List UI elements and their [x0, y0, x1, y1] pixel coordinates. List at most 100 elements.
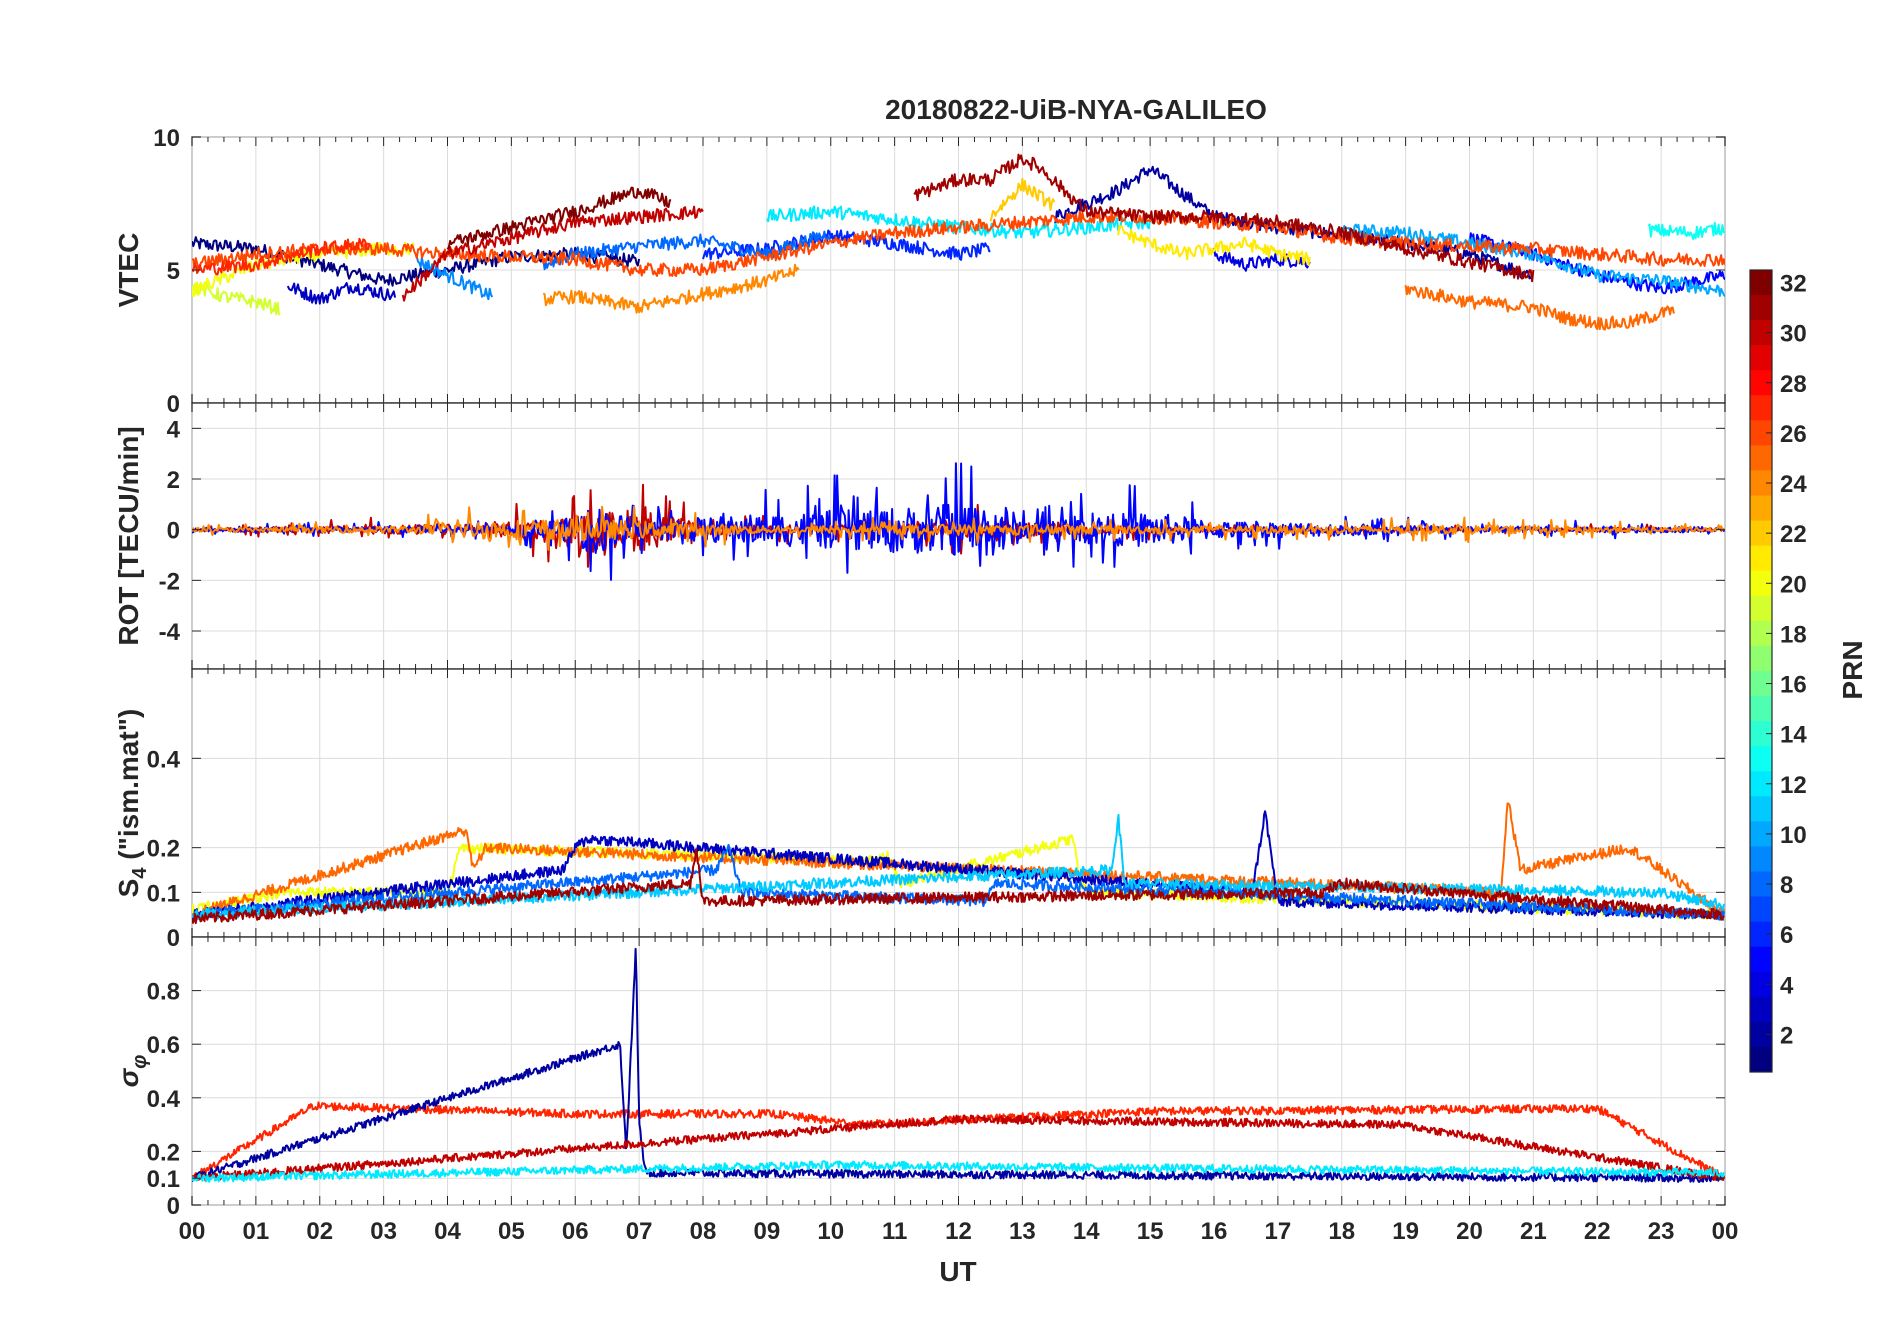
colorbar-swatch: [1750, 721, 1772, 747]
series-prn-31: [192, 848, 1725, 925]
traces: [192, 802, 1725, 925]
x-tick-label: 08: [690, 1218, 717, 1245]
colorbar-tick-label: 2: [1780, 1022, 1793, 1049]
colorbar-tick-label: 30: [1780, 321, 1807, 348]
colorbar-swatch: [1750, 696, 1772, 722]
y-tick-label: 10: [153, 125, 180, 152]
y-axis-label-rest: ("ism.mat"): [113, 709, 144, 868]
colorbar-swatch: [1750, 595, 1772, 622]
y-tick-label: 0: [167, 391, 180, 418]
series-prn-6: [702, 229, 991, 261]
colorbar-swatch: [1750, 971, 1772, 998]
x-tick-label: 02: [306, 1218, 333, 1245]
x-tick-label: 15: [1137, 1218, 1164, 1245]
colorbar-swatch: [1750, 896, 1772, 923]
colorbar-swatch: [1750, 520, 1772, 547]
colorbar-swatch: [1750, 645, 1772, 672]
colorbar-swatch: [1750, 270, 1772, 296]
y-axis-label: ROT [TECU/min]: [113, 426, 144, 645]
colorbar-swatch: [1750, 921, 1772, 948]
y-tick-label: 0.2: [147, 1139, 180, 1166]
series-prn-30: [192, 1114, 1725, 1182]
colorbar-tick-label: 22: [1780, 521, 1807, 548]
colorbar-tick-label: 28: [1780, 371, 1807, 398]
tick-marks: [191, 403, 1726, 669]
colorbar-swatch: [1750, 620, 1772, 647]
colorbar-tick-label: 14: [1780, 722, 1807, 749]
x-axis-label: UT: [939, 1256, 976, 1287]
y-tick-label: -4: [159, 619, 181, 646]
colorbar-swatch: [1750, 946, 1772, 973]
colorbar-swatch: [1750, 445, 1772, 471]
colorbar-swatch: [1750, 871, 1772, 898]
panel-1: 0 5 10 VTEC: [113, 125, 1726, 418]
x-tick-label: 18: [1328, 1218, 1355, 1245]
y-tick-label: 0.1: [147, 880, 180, 907]
chart-title: 20180822-UiB-NYA-GALILEO: [885, 94, 1267, 125]
colorbar-label: PRN: [1837, 640, 1868, 699]
series-prn-1: [192, 236, 641, 287]
series-prn-3: [192, 810, 1725, 921]
series-prn-31: [913, 153, 1535, 283]
tick-marks: [191, 937, 1726, 1206]
x-tick-label: 16: [1201, 1218, 1228, 1245]
y-tick-label: -2: [159, 568, 180, 595]
x-tick-label: 00: [179, 1218, 206, 1245]
colorbar-tick-label: 16: [1780, 672, 1807, 699]
colorbar-swatch: [1750, 545, 1772, 572]
colorbar-tick-label: 20: [1780, 571, 1807, 598]
y-axis-label: σφ: [113, 1055, 151, 1088]
x-tick-label: 12: [945, 1218, 972, 1245]
colorbar-swatch: [1750, 295, 1772, 321]
tick-marks: [191, 136, 1726, 404]
y-tick-label: 0.1: [147, 1166, 180, 1193]
series-prn-8: [192, 843, 1725, 921]
colorbar-swatch: [1750, 345, 1772, 371]
y-axis-label-sub: 4: [129, 867, 151, 879]
x-tick-label: 23: [1648, 1218, 1675, 1245]
colorbar-swatch: [1750, 320, 1772, 346]
colorbar-swatch: [1750, 1046, 1772, 1073]
series-prn-12: [766, 205, 1152, 239]
colorbar-tick-label: 26: [1780, 421, 1807, 448]
grid: [191, 403, 1726, 669]
y-axis-label-sub: φ: [129, 1055, 151, 1069]
colorbar-tick-label: 32: [1780, 271, 1807, 298]
series-prn-24: [192, 505, 1725, 551]
traces: [192, 947, 1725, 1183]
y-tick-label: 5: [167, 258, 180, 285]
x-tick-label: 04: [434, 1218, 461, 1245]
colorbar-swatch: [1750, 395, 1772, 421]
series-prn-2: [192, 947, 1725, 1183]
x-tick-label: 01: [243, 1218, 270, 1245]
y-tick-label: 0.6: [147, 1032, 180, 1059]
x-tick-label: 14: [1073, 1218, 1100, 1245]
series-prn-22: [989, 177, 1056, 222]
x-tick-label: 21: [1520, 1218, 1547, 1245]
x-tick-label: 13: [1009, 1218, 1036, 1245]
x-tick-label: 19: [1392, 1218, 1419, 1245]
y-tick-label: 0.4: [147, 1086, 181, 1113]
series-prn-4: [1213, 247, 1311, 272]
y-tick-label: 0.2: [147, 836, 180, 863]
colorbar-frame: [1749, 269, 1773, 1073]
panel-2: -4 -2 0 2 4 ROT [TECU/min]: [113, 402, 1726, 670]
series-prn-21: [1117, 224, 1311, 267]
colorbar-swatch: [1750, 470, 1772, 497]
x-tick-label: 05: [498, 1218, 525, 1245]
colorbar-swatch: [1750, 771, 1772, 797]
series-prn-9: [414, 254, 494, 301]
colorbar-swatch: [1750, 796, 1772, 822]
colorbar-tick-label: 8: [1780, 872, 1793, 899]
colorbar-tick-label: 18: [1780, 621, 1807, 648]
colorbar-swatch: [1750, 821, 1772, 847]
x-tick-label: 06: [562, 1218, 589, 1245]
x-tick-label: 03: [370, 1218, 397, 1245]
colorbar-tick-label: 12: [1780, 772, 1807, 799]
y-tick-label: 2: [167, 467, 180, 494]
colorbar-tick-label: 24: [1780, 471, 1807, 498]
colorbar-swatch: [1750, 570, 1772, 597]
x-tick-label: 17: [1265, 1218, 1292, 1245]
